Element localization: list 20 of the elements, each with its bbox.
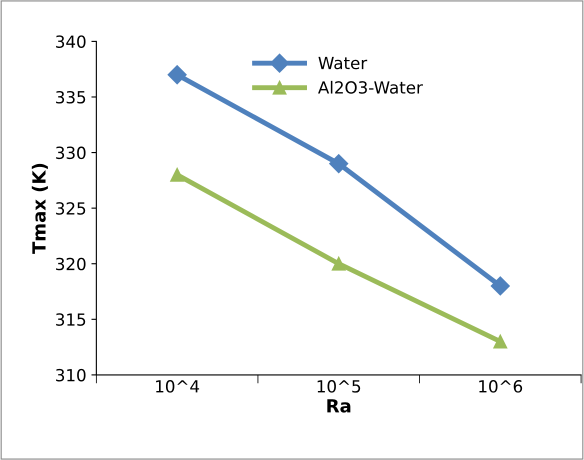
point — [490, 276, 510, 296]
x-tick-label: 10^6 — [479, 380, 522, 393]
y-tick-label: 310 — [56, 368, 86, 382]
y-tick-label: 330 — [56, 146, 86, 160]
point — [329, 154, 348, 174]
y-axis-title: Tmax (K) — [32, 164, 48, 254]
y-tick-label: 340 — [56, 35, 86, 48]
legend-label: Al2O3-Water — [318, 80, 423, 94]
y-tick-label: 335 — [56, 90, 86, 104]
y-tick-label: 320 — [56, 258, 86, 270]
x-tick-label: 10^5 — [318, 380, 360, 393]
x-axis-title: Ra — [327, 399, 350, 413]
y-tick-label: 325 — [56, 202, 86, 215]
point — [493, 334, 508, 348]
point — [170, 168, 184, 182]
point — [332, 256, 346, 271]
y-tick-label: 315 — [56, 313, 86, 326]
point — [168, 65, 187, 84]
x-tick-label: 10^4 — [156, 380, 200, 393]
legend-label: Water — [318, 56, 368, 70]
